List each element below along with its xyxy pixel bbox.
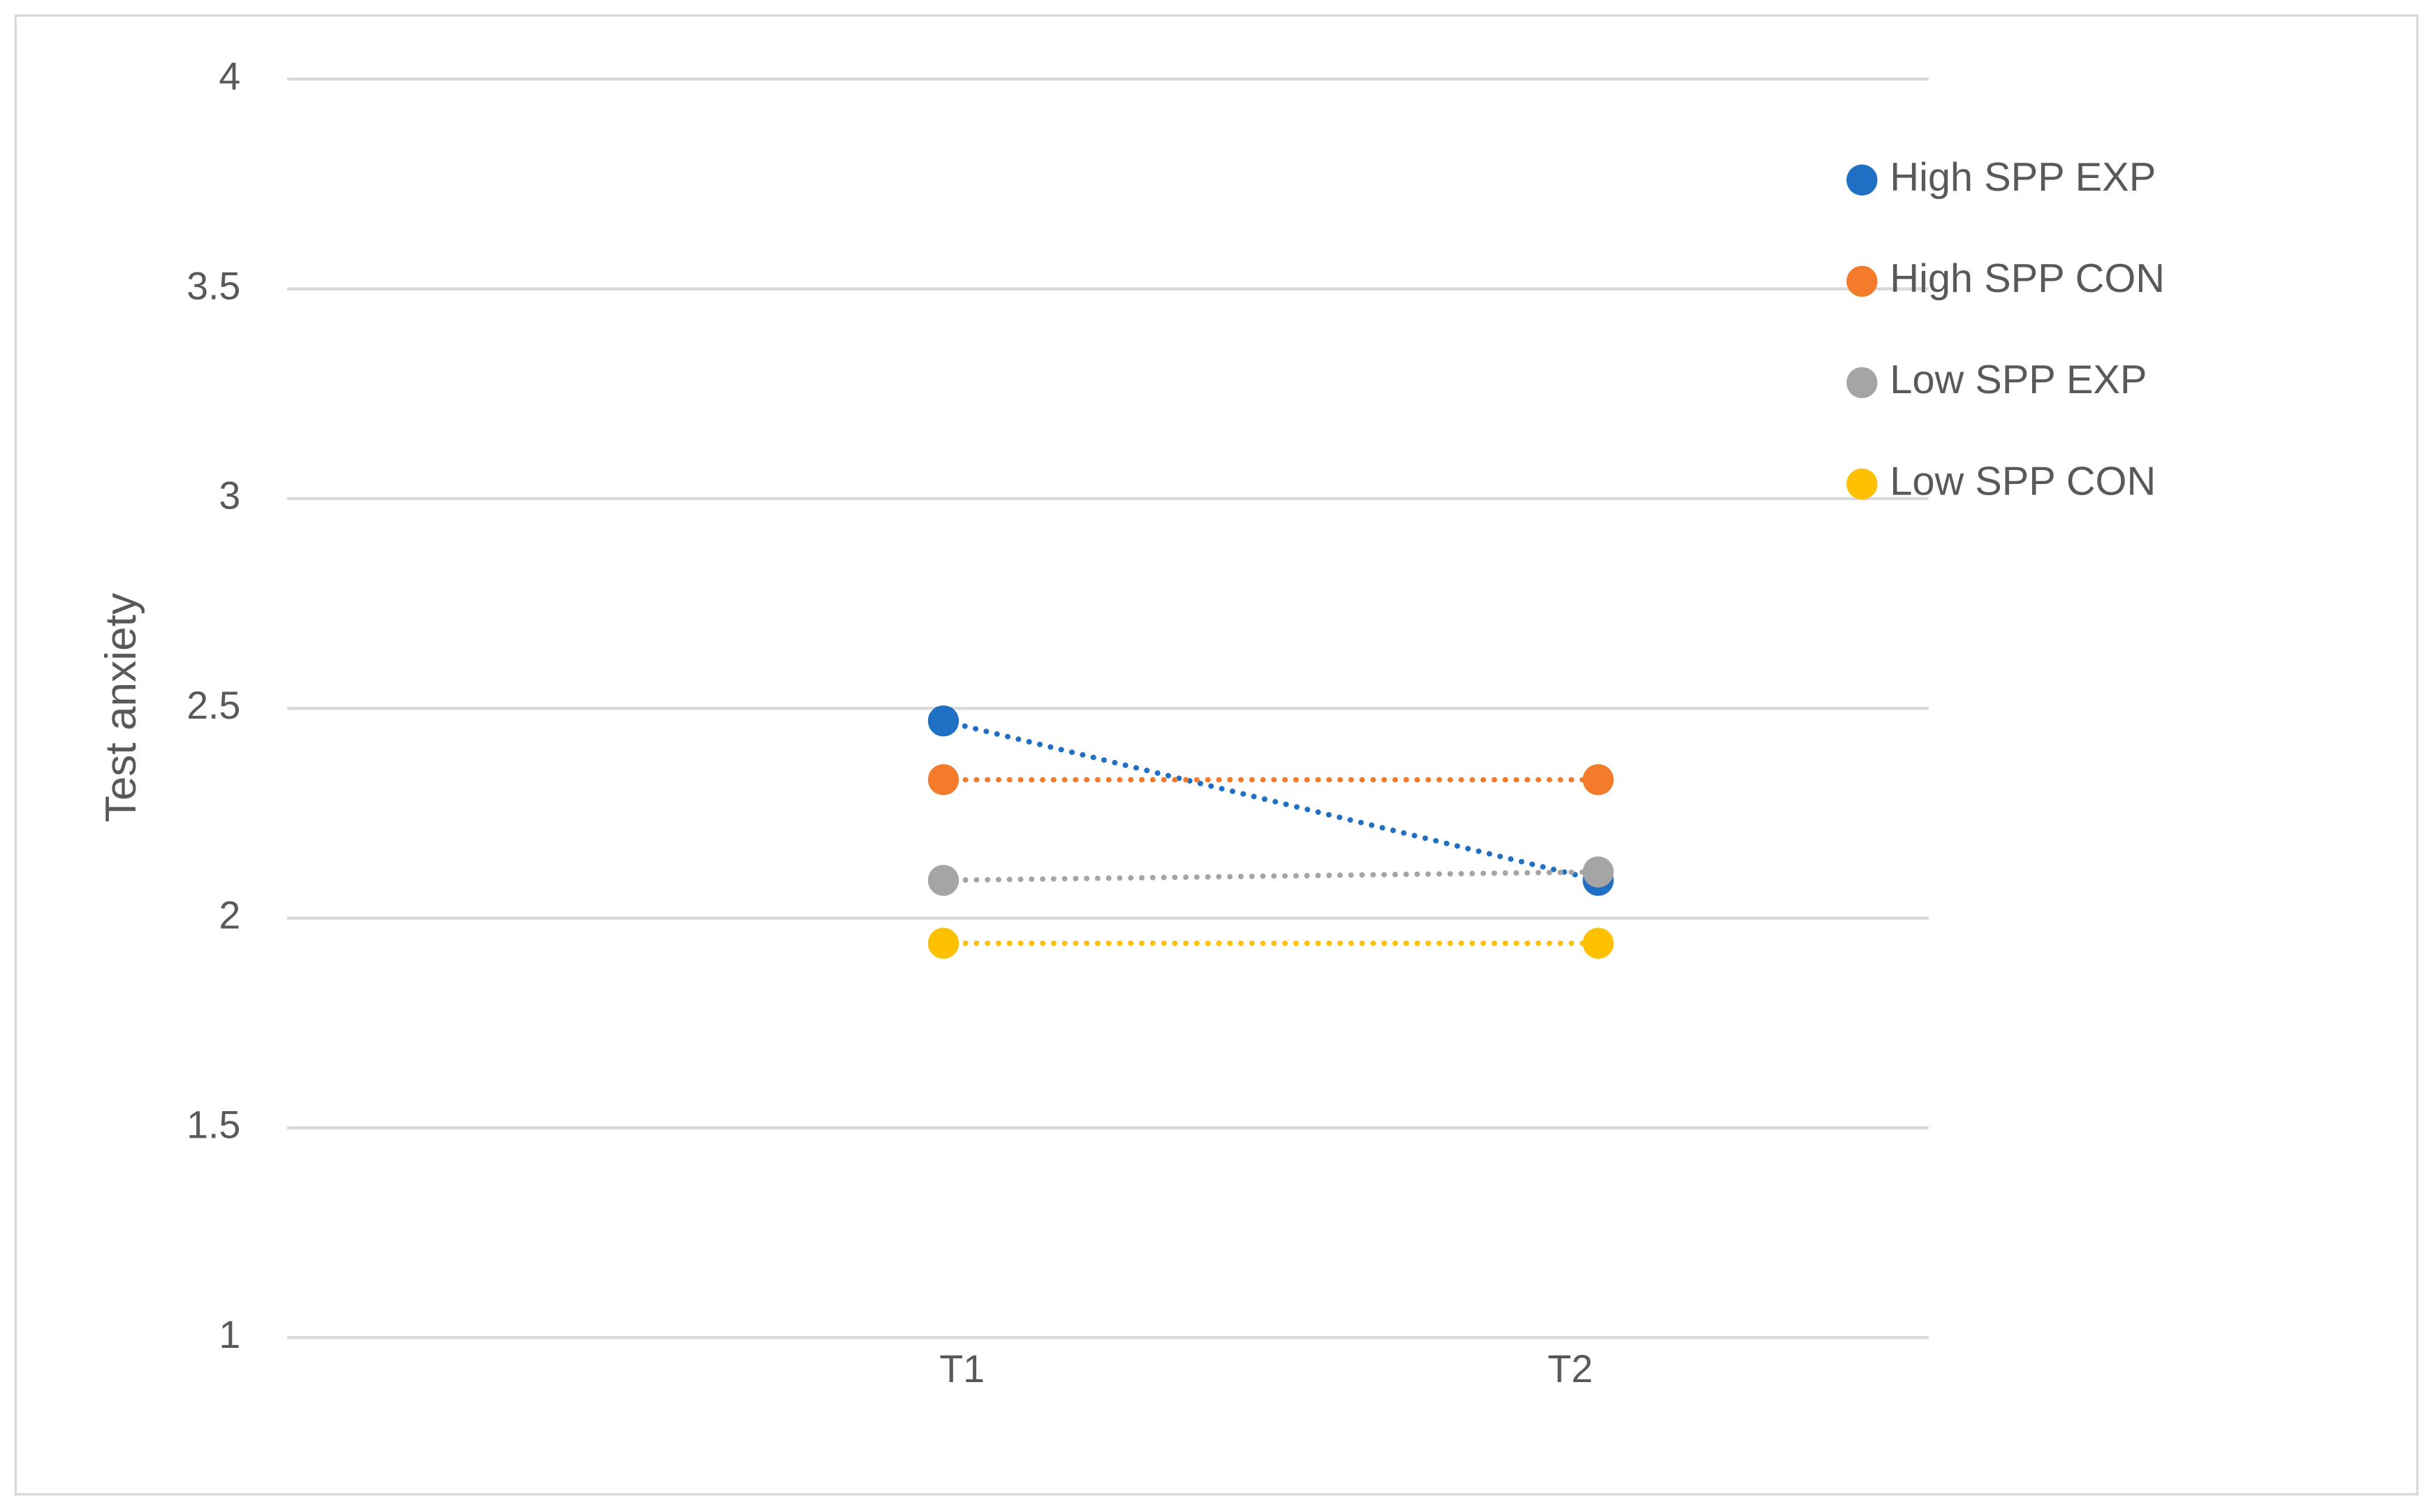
series-line (941, 718, 1601, 883)
marker (927, 927, 960, 959)
marker (1582, 856, 1614, 888)
x-tick-label: T1 (939, 1347, 985, 1390)
y-tick-label: 2.5 (186, 684, 240, 727)
chart-border (14, 14, 2419, 1496)
y-axis-label: Test anxiety (97, 593, 145, 822)
marker (1582, 764, 1614, 795)
legend-marker (1846, 164, 1878, 196)
legend-marker (1846, 367, 1878, 399)
legend-label: High SPP EXP (1890, 155, 2156, 200)
y-tick-label: 1.5 (186, 1103, 240, 1147)
y-tick-label: 1 (219, 1313, 241, 1356)
legend-label: High SPP CON (1890, 256, 2165, 301)
legend-label: Low SPP EXP (1890, 358, 2147, 402)
y-tick-label: 3.5 (186, 264, 240, 307)
legend-marker (1846, 265, 1878, 298)
series-line (941, 869, 1601, 883)
marker (927, 764, 960, 795)
y-tick-label: 3 (219, 474, 241, 518)
marker (927, 705, 960, 737)
legend-marker (1846, 468, 1878, 500)
x-tick-label: T2 (1548, 1347, 1593, 1390)
y-tick-label: 4 (219, 54, 241, 98)
y-tick-label: 2 (219, 893, 241, 937)
marker (1582, 927, 1614, 959)
marker (927, 865, 960, 896)
legend-label: Low SPP CON (1890, 459, 2156, 504)
